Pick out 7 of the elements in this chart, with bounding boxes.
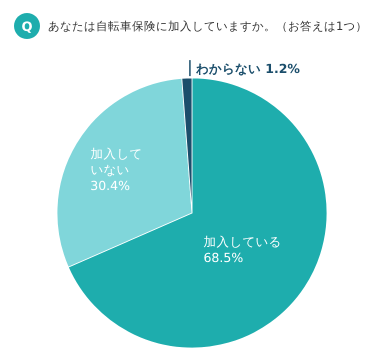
chart-title: あなたは自転車保険に加入していますか。（お答えは1つ） [48,19,368,33]
slice-label: 加入している [203,234,282,249]
slice-label: 加入していない [90,146,142,177]
data-label: 68.5% [203,250,244,265]
slice-label: わからない 1.2% [194,61,300,76]
badge: Q [14,13,40,39]
data-label: 30.4% [90,178,130,193]
